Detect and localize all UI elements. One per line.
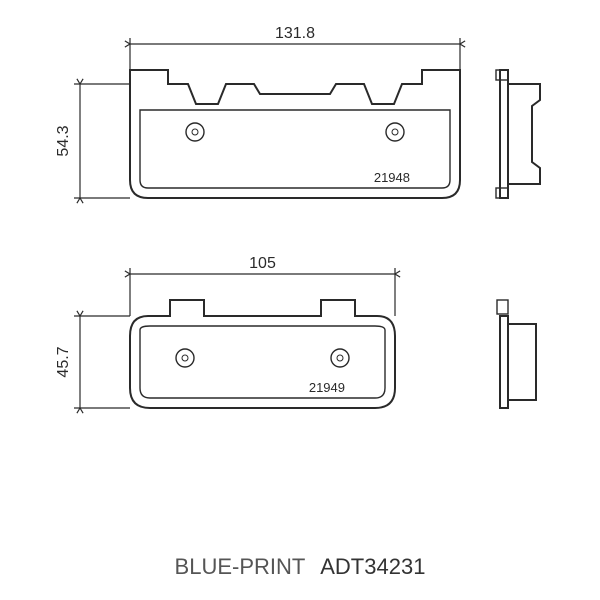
bottom-pad-front: 21949 105 45.7 [55, 255, 400, 413]
svg-text:105: 105 [249, 255, 276, 272]
svg-text:45.7: 45.7 [55, 346, 72, 377]
top-pad-front: 21948 131.8 54.3 [55, 25, 465, 203]
product-footer: BLUE-PRINT ADT34231 [0, 554, 600, 580]
top-pad-side [496, 70, 540, 198]
part-number: ADT34231 [320, 554, 425, 579]
svg-text:21948: 21948 [374, 170, 410, 185]
svg-text:21949: 21949 [309, 380, 345, 395]
svg-text:54.3: 54.3 [55, 125, 72, 156]
bottom-pad-side [497, 300, 536, 408]
svg-text:131.8: 131.8 [275, 25, 315, 42]
brand-label: BLUE-PRINT [175, 554, 306, 579]
